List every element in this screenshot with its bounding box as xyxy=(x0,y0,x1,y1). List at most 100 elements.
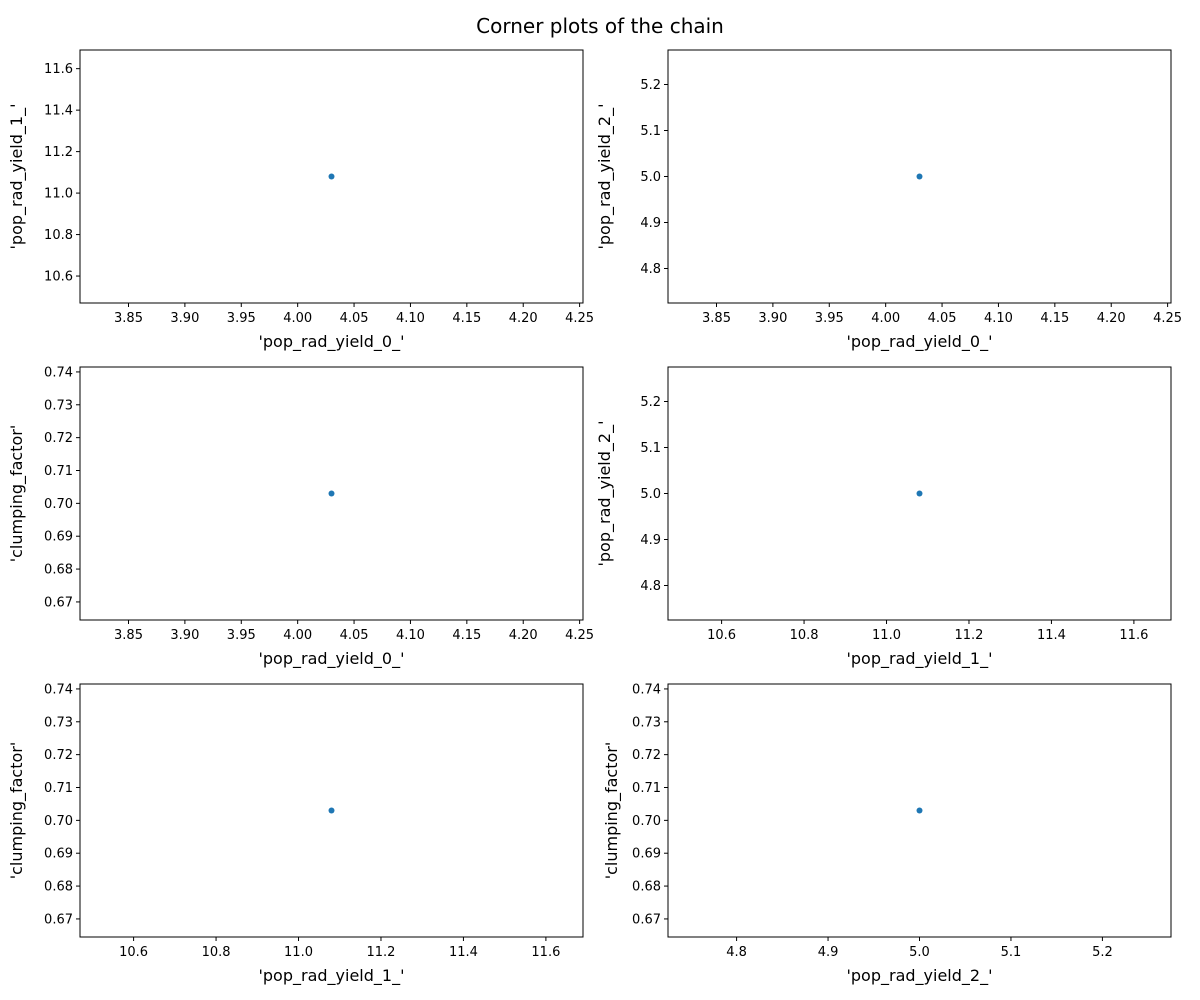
subplot-4: 10.6 10.8 11.0 11.2 11.4 11.6 4.8 4.9 5.0 5.1 5.2 '… xyxy=(595,366,1172,669)
x-tick-label: 4.15 xyxy=(452,628,481,643)
data-point xyxy=(916,490,923,497)
y-tick-label: 0.71 xyxy=(44,464,73,479)
x-tick-label: 11.2 xyxy=(366,945,395,960)
y-tick-label: 5.1 xyxy=(640,124,661,139)
subplot-2: 3.85 3.90 3.95 4.00 4.05 4.10 4.15 4.20 4.25 4.8 4… xyxy=(595,49,1182,352)
x-tick-label: 3.85 xyxy=(702,311,731,326)
x-tick-label: 3.90 xyxy=(758,311,787,326)
data-point xyxy=(328,807,335,814)
x-tick-label: 4.10 xyxy=(396,311,425,326)
y-tick-label: 0.73 xyxy=(632,715,661,730)
x-tick-label: 3.85 xyxy=(114,311,143,326)
x-tick-label: 4.05 xyxy=(340,311,369,326)
y-tick-label: 5.0 xyxy=(640,487,661,502)
x-tick-label: 4.15 xyxy=(1040,311,1069,326)
x-tick-label: 4.25 xyxy=(1153,311,1182,326)
y-tick-label: 11.6 xyxy=(44,62,73,77)
x-tick-label: 4.00 xyxy=(283,628,312,643)
x-tick-label: 11.4 xyxy=(1037,628,1066,643)
x-axis-label: 'pop_rad_yield_0_' xyxy=(847,332,993,352)
x-tick-label: 4.05 xyxy=(928,311,957,326)
y-axis-label: 'pop_rad_yield_2_' xyxy=(595,104,615,250)
x-tick-label: 3.95 xyxy=(227,311,256,326)
y-tick-label: 4.9 xyxy=(640,533,661,548)
x-tick-label: 11.6 xyxy=(531,945,560,960)
x-tick-label: 3.95 xyxy=(815,311,844,326)
y-tick-label: 5.0 xyxy=(640,170,661,185)
data-point xyxy=(916,173,923,180)
y-tick-label: 0.71 xyxy=(44,781,73,796)
x-tick-label: 11.4 xyxy=(449,945,478,960)
x-tick-label: 3.90 xyxy=(170,628,199,643)
x-tick-label: 4.00 xyxy=(283,311,312,326)
y-axis-label: 'clumping_factor' xyxy=(7,742,27,880)
y-tick-label: 11.2 xyxy=(44,145,73,160)
y-tick-label: 0.69 xyxy=(44,847,73,862)
y-tick-label: 4.8 xyxy=(640,579,661,594)
y-tick-label: 0.74 xyxy=(44,365,73,380)
y-tick-label: 0.74 xyxy=(44,682,73,697)
x-tick-label: 4.25 xyxy=(565,628,594,643)
subplot-1: 3.85 3.90 3.95 4.00 4.05 4.10 4.15 4.20 4.25 10.6… xyxy=(7,49,594,352)
y-tick-label: 0.73 xyxy=(44,398,73,413)
x-tick-label: 3.90 xyxy=(170,311,199,326)
data-point xyxy=(328,490,335,497)
subplot-5: 10.6 10.8 11.0 11.2 11.4 11.6 0.67 0.68 0.69 0.70… xyxy=(7,682,584,986)
y-tick-label: 0.67 xyxy=(44,912,73,927)
x-tick-label: 4.20 xyxy=(509,311,538,326)
y-tick-label: 0.69 xyxy=(632,847,661,862)
x-tick-label: 11.0 xyxy=(872,628,901,643)
y-tick-label: 0.72 xyxy=(632,748,661,763)
x-tick-label: 5.0 xyxy=(909,945,930,960)
x-tick-label: 4.20 xyxy=(1097,311,1126,326)
y-axis-label: 'clumping_factor' xyxy=(602,742,622,880)
x-tick-label: 5.1 xyxy=(1001,945,1022,960)
x-tick-label: 11.0 xyxy=(284,945,313,960)
x-tick-label: 4.10 xyxy=(396,628,425,643)
x-tick-label: 11.2 xyxy=(954,628,983,643)
y-tick-label: 5.2 xyxy=(640,395,661,410)
x-axis-label: 'pop_rad_yield_2_' xyxy=(847,966,993,986)
y-tick-label: 10.8 xyxy=(44,228,73,243)
x-tick-label: 4.05 xyxy=(340,628,369,643)
y-tick-label: 0.70 xyxy=(44,814,73,829)
x-tick-label: 4.8 xyxy=(726,945,747,960)
y-tick-label: 0.69 xyxy=(44,530,73,545)
plot-frame xyxy=(79,683,584,938)
x-tick-label: 5.2 xyxy=(1092,945,1113,960)
y-tick-label: 0.74 xyxy=(632,682,661,697)
y-tick-label: 0.72 xyxy=(44,431,73,446)
y-axis-label: 'pop_rad_yield_1_' xyxy=(7,104,27,250)
y-tick-label: 0.72 xyxy=(44,748,73,763)
x-tick-label: 4.9 xyxy=(818,945,839,960)
x-tick-label: 10.6 xyxy=(707,628,736,643)
x-tick-label: 4.10 xyxy=(984,311,1013,326)
x-tick-label: 4.00 xyxy=(871,311,900,326)
y-tick-label: 0.73 xyxy=(44,715,73,730)
y-tick-label: 4.8 xyxy=(640,262,661,277)
data-point xyxy=(916,807,923,814)
x-axis-label: 'pop_rad_yield_1_' xyxy=(847,649,993,669)
y-axis-label: 'clumping_factor' xyxy=(7,425,27,563)
x-tick-label: 10.8 xyxy=(790,628,819,643)
x-tick-label: 11.6 xyxy=(1119,628,1148,643)
y-tick-label: 5.1 xyxy=(640,441,661,456)
y-tick-label: 4.9 xyxy=(640,216,661,231)
subplot-6: 4.8 4.9 5.0 5.1 5.2 0.67 0.68 0.69 0.70 0.71 0.72 0… xyxy=(602,682,1172,986)
y-tick-label: 0.67 xyxy=(632,912,661,927)
plot-frame xyxy=(79,366,584,621)
y-tick-label: 11.4 xyxy=(44,104,73,119)
plot-frame xyxy=(79,49,584,304)
y-tick-label: 0.67 xyxy=(44,595,73,610)
y-tick-label: 0.68 xyxy=(632,880,661,895)
y-tick-label: 0.71 xyxy=(632,781,661,796)
data-point xyxy=(328,173,335,180)
x-axis-label: 'pop_rad_yield_1_' xyxy=(259,966,405,986)
x-tick-label: 4.15 xyxy=(452,311,481,326)
x-axis-label: 'pop_rad_yield_0_' xyxy=(259,332,405,352)
x-tick-label: 4.25 xyxy=(565,311,594,326)
y-axis-label: 'pop_rad_yield_2_' xyxy=(595,421,615,567)
x-tick-label: 10.6 xyxy=(119,945,148,960)
y-tick-label: 0.68 xyxy=(44,563,73,578)
